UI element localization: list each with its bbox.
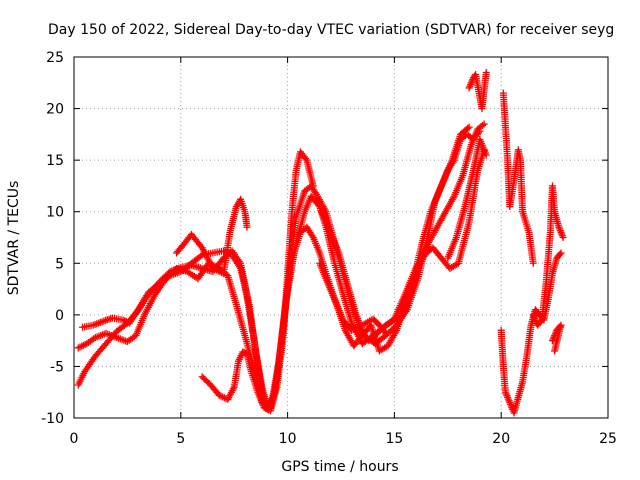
data-point — [302, 154, 310, 162]
data-point — [464, 124, 472, 132]
series-trace-4 — [173, 195, 251, 278]
data-point — [197, 252, 205, 260]
x-tick-label: 0 — [70, 431, 79, 447]
data-point — [551, 347, 559, 355]
data-point — [243, 223, 251, 231]
data-point — [260, 404, 268, 412]
data-point — [537, 317, 545, 325]
x-tick-labels: 0 5 10 15 20 25 — [70, 431, 617, 447]
y-tick-labels: -10 -5 0 5 10 15 20 25 — [41, 50, 64, 427]
series-trace-3 — [79, 120, 488, 412]
x-axis-label: GPS time / hours — [281, 459, 398, 475]
data-point — [121, 317, 129, 325]
data-point — [236, 263, 244, 271]
series-trace-5 — [198, 148, 317, 415]
y-axis-label: SDTVAR / TECUs — [6, 181, 22, 296]
x-tick-label: 10 — [279, 431, 297, 447]
x-tick-label: 5 — [176, 431, 185, 447]
y-tick-label: 5 — [55, 256, 64, 272]
series-trace-7 — [318, 123, 473, 348]
x-tick-label: 25 — [599, 431, 617, 447]
y-tick-label: 15 — [46, 153, 64, 169]
axis-ticks — [73, 56, 609, 419]
series-trace-2 — [74, 146, 488, 414]
series-trace-12 — [529, 182, 567, 329]
chart-title: Day 150 of 2022, Sidereal Day-to-day VTE… — [48, 22, 614, 38]
x-tick-label: 20 — [492, 431, 510, 447]
data-point — [197, 242, 205, 250]
y-tick-label: -10 — [41, 411, 64, 427]
y-tick-label: 25 — [46, 50, 64, 66]
data-point — [480, 120, 488, 128]
data-point — [482, 68, 490, 76]
plot-area-frame — [73, 56, 609, 419]
data-point — [465, 123, 473, 131]
data-points — [74, 68, 567, 417]
data-point — [529, 259, 537, 267]
data-point — [482, 151, 490, 159]
data-point — [309, 182, 317, 190]
data-point — [119, 316, 127, 324]
series-trace-13 — [548, 321, 565, 355]
series-trace-10 — [499, 89, 537, 267]
data-point — [559, 234, 567, 241]
series-trace-9 — [465, 68, 490, 113]
y-tick-label: -5 — [50, 359, 64, 375]
y-tick-label: 10 — [46, 205, 64, 221]
data-point — [479, 121, 487, 129]
data-point — [556, 250, 564, 258]
data-point — [476, 127, 484, 135]
data-point — [557, 249, 565, 257]
y-tick-label: 20 — [46, 102, 64, 118]
x-tick-label: 15 — [385, 431, 403, 447]
data-point — [475, 129, 483, 137]
series-trace-11 — [497, 249, 565, 417]
series-trace-8 — [444, 136, 490, 262]
grid-lines — [74, 57, 608, 418]
y-tick-label: 0 — [55, 308, 64, 324]
